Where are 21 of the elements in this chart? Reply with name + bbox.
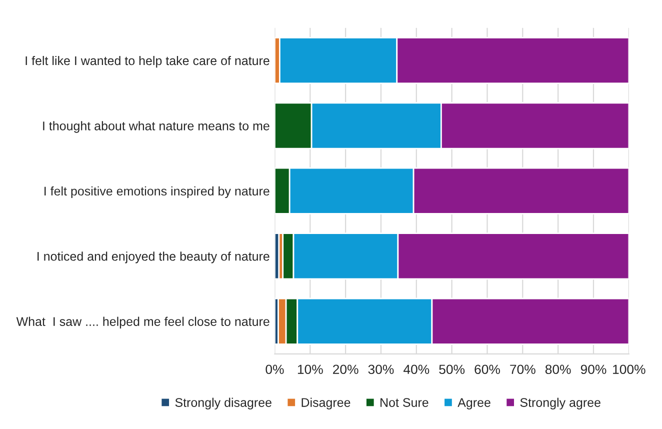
x-tick-label: 40%	[403, 364, 430, 374]
x-tick-label: 90%	[580, 364, 606, 374]
x-tick-label: 0%	[266, 364, 284, 374]
x-tick-label: 80%	[545, 364, 571, 374]
y-tick-label: I noticed and enjoyed the beauty of nature	[38, 252, 270, 264]
y-tick-label: I thought about what nature means to me	[43, 121, 270, 133]
x-tick-label: 100%	[613, 364, 646, 374]
x-tick-label: 30%	[368, 364, 394, 374]
legend-label: Not Sure	[380, 398, 428, 407]
legend-label: Strongly disagree	[175, 398, 272, 410]
x-tick-label: 10%	[298, 364, 323, 374]
legend-label: Agree	[458, 398, 490, 410]
legend-label: Disagree	[302, 398, 350, 410]
x-tick-label: 70%	[510, 364, 536, 374]
x-tick-label: 60%	[474, 364, 500, 374]
x-tick-label: 20%	[333, 364, 358, 374]
legend-label: Strongly agree	[520, 398, 600, 410]
y-tick-label: I felt positive emotions inspired by nature	[44, 186, 270, 198]
x-tick-label: 50%	[439, 364, 465, 374]
y-tick-label: What I saw .... helped me feel close to nature	[16, 316, 270, 328]
y-tick-label: I felt like I wanted to help take care of nature	[26, 56, 270, 68]
